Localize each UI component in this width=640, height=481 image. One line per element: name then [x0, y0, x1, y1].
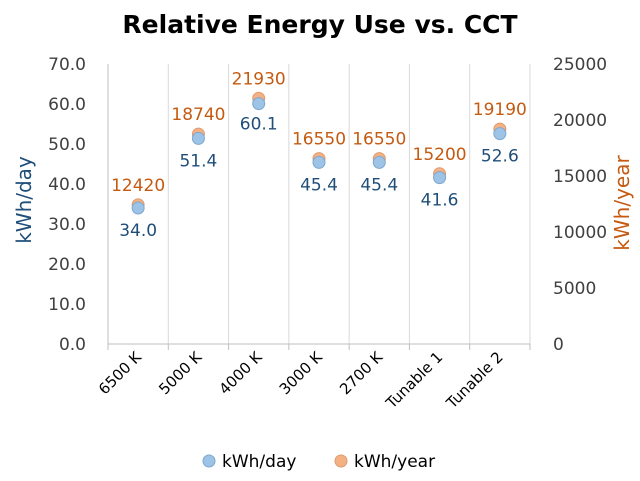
- y-right-tick-label: 20000: [553, 111, 607, 131]
- data-label-kwh-year: 19190: [473, 100, 527, 120]
- right-axis-ticks: 0 5000 10000 15000 20000 25000: [553, 55, 607, 355]
- data-label-kwh-day: 45.4: [360, 175, 398, 195]
- data-label-kwh-year: 16550: [352, 130, 406, 150]
- x-category-label: 2700 K: [336, 347, 387, 398]
- data-label-kwh-year: 16550: [292, 130, 346, 150]
- legend-marker-kwh-year: [334, 454, 348, 468]
- x-category-label: Tunable 1: [382, 348, 447, 413]
- y-left-tick-label: 70.0: [48, 55, 86, 75]
- legend-marker-kwh-day: [202, 454, 216, 468]
- y-right-tick-label: 25000: [553, 55, 607, 75]
- point-kwh-day: [191, 131, 205, 145]
- legend: kWh/day kWh/year: [202, 452, 435, 472]
- data-label-kwh-year: 15200: [413, 145, 467, 165]
- data-label-kwh-year: 12420: [111, 176, 165, 196]
- y-left-tick-label: 40.0: [48, 175, 86, 195]
- left-axis-ticks: 0.0 10.0 20.0 30.0 40.0 50.0 60.0 70.0: [48, 55, 86, 355]
- point-kwh-day: [312, 155, 326, 169]
- y-left-tick-label: 0.0: [59, 335, 86, 355]
- y-right-tick-label: 0: [553, 335, 564, 355]
- x-category-label: 5000 K: [155, 347, 206, 398]
- point-kwh-day: [493, 127, 507, 141]
- x-category-label: Tunable 2: [442, 348, 507, 413]
- x-category-label: 4000 K: [215, 347, 266, 398]
- legend-label-kwh-day: kWh/day: [222, 452, 296, 472]
- y-left-tick-label: 20.0: [48, 255, 86, 275]
- y-left-tick-label: 30.0: [48, 215, 86, 235]
- y-right-tick-label: 15000: [553, 167, 607, 187]
- data-label-kwh-day: 51.4: [179, 151, 217, 171]
- data-points: [131, 91, 507, 215]
- data-label-kwh-day: 60.1: [240, 115, 278, 135]
- point-kwh-day: [372, 155, 386, 169]
- x-category-label: 6500 K: [95, 347, 146, 398]
- data-label-kwh-day: 34.0: [119, 221, 157, 241]
- y-left-tick-label: 60.0: [48, 95, 86, 115]
- point-kwh-day: [433, 171, 447, 185]
- y-right-tick-label: 10000: [553, 223, 607, 243]
- point-kwh-day: [131, 201, 145, 215]
- legend-label-kwh-year: kWh/year: [354, 452, 435, 472]
- y-left-tick-label: 10.0: [48, 295, 86, 315]
- x-category-label: 3000 K: [276, 347, 327, 398]
- axes: [107, 64, 531, 350]
- y-left-tick-label: 50.0: [48, 135, 86, 155]
- y-axis-right-title: kWh/year: [610, 155, 634, 251]
- data-label-kwh-day: 52.6: [481, 147, 519, 167]
- data-label-kwh-year: 18740: [171, 105, 225, 125]
- data-label-kwh-day: 41.6: [421, 191, 459, 211]
- data-label-kwh-year: 21930: [232, 69, 286, 89]
- chart-title: Relative Energy Use vs. CCT: [122, 10, 517, 39]
- gridlines: [167, 64, 531, 344]
- data-label-kwh-day: 45.4: [300, 175, 338, 195]
- y-right-tick-label: 5000: [553, 279, 596, 299]
- point-kwh-day: [252, 97, 266, 111]
- data-labels: 12420 18740 21930 16550 16550 15200 19190 34.0 5…: [111, 69, 527, 241]
- y-axis-left-title: kWh/day: [12, 156, 36, 244]
